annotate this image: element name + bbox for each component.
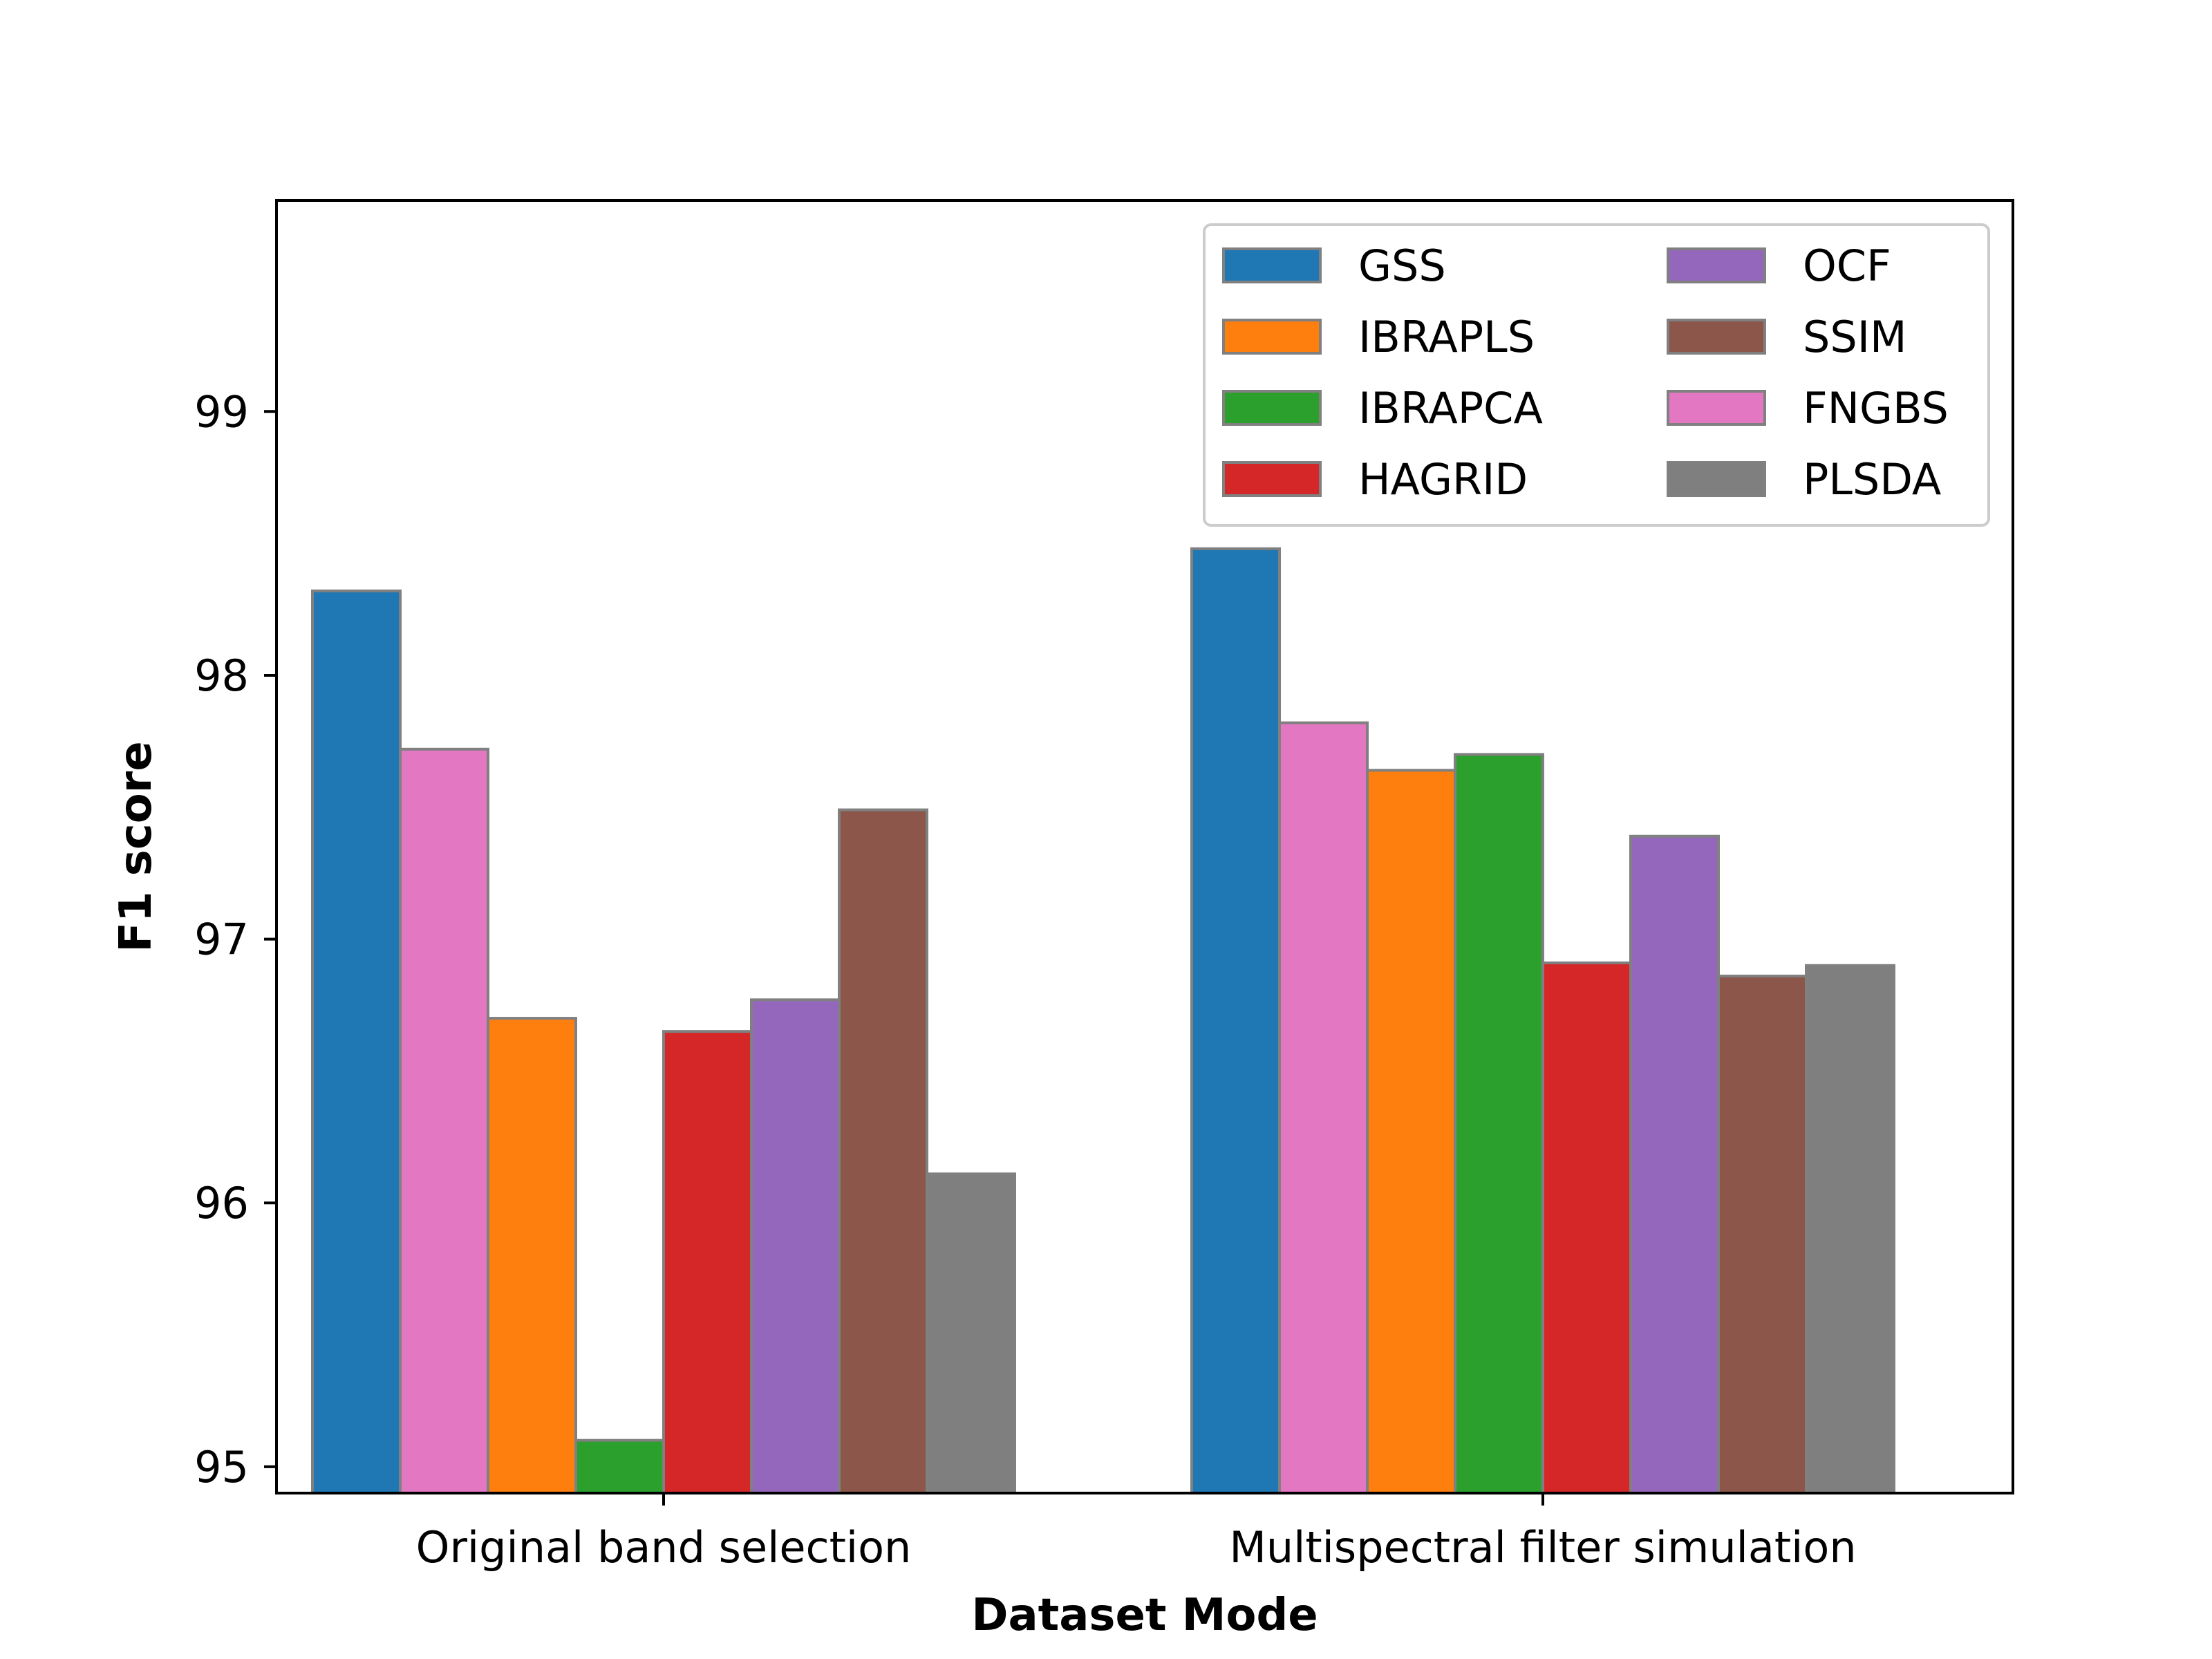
legend-label-plsda: PLSDA: [1803, 454, 1941, 505]
x-tick-label: Original band selection: [416, 1522, 912, 1573]
bar-hagrid-original: [662, 1030, 753, 1494]
legend-swatch-hagrid: [1222, 461, 1322, 497]
legend-swatch-plsda: [1667, 461, 1766, 497]
bar-ssim-multispectral: [1717, 975, 1808, 1494]
bar-gss-original: [311, 589, 402, 1495]
x-tick-label: Multispectral filter simulation: [1229, 1522, 1856, 1573]
legend-label-ssim: SSIM: [1803, 312, 1907, 362]
legend-swatch-fngbs: [1667, 390, 1766, 426]
legend-swatch-ocf: [1667, 247, 1766, 283]
bar-plsda-original: [926, 1172, 1016, 1494]
y-axis-title: F1 score: [111, 741, 162, 953]
bar-ibrapls-multispectral: [1366, 769, 1456, 1494]
y-tick-label: 95: [194, 1442, 249, 1492]
bars-layer: [311, 547, 1895, 1495]
plot-area-frame: [275, 199, 2014, 1494]
y-tick-label: 98: [194, 650, 249, 701]
legend-swatch-ibrapca: [1222, 390, 1322, 426]
legend-label-fngbs: FNGBS: [1803, 383, 1949, 433]
legend: GSS IBRAPLS IBRAPCA HAGRID OCF SSIM FNGBS PLSDA: [1203, 223, 1990, 527]
legend-label-ibrapca: IBRAPCA: [1358, 383, 1543, 433]
bar-ibrapca-original: [574, 1438, 665, 1495]
legend-swatch-ssim: [1667, 319, 1766, 355]
bar-ibrapca-multispectral: [1454, 753, 1544, 1494]
bar-fngbs-multispectral: [1278, 721, 1369, 1494]
legend-label-gss: GSS: [1358, 241, 1446, 291]
x-axis: Original band selection Multispectral fil…: [416, 1493, 1857, 1573]
legend-frame: [1203, 223, 1990, 527]
y-axis: 95 96 97 98 99: [194, 386, 276, 1492]
bar-hagrid-multispectral: [1541, 961, 1632, 1494]
bar-ocf-original: [750, 998, 841, 1494]
legend-label-ocf: OCF: [1803, 241, 1891, 291]
bar-ocf-multispectral: [1629, 834, 1720, 1495]
y-tick-label: 97: [194, 915, 249, 965]
bar-plsda-multispectral: [1805, 964, 1895, 1495]
bar-ibrapls-original: [487, 1017, 577, 1495]
bar-fngbs-original: [399, 747, 489, 1494]
bar-gss-multispectral: [1190, 547, 1281, 1494]
legend-label-hagrid: HAGRID: [1358, 454, 1528, 505]
y-tick-label: 96: [194, 1178, 249, 1228]
x-axis-title: Dataset Mode: [971, 1590, 1318, 1641]
legend-swatch-gss: [1222, 247, 1322, 283]
bar-ssim-original: [838, 808, 928, 1494]
y-tick-label: 99: [194, 386, 249, 437]
legend-label-ibrapls: IBRAPLS: [1358, 312, 1535, 362]
legend-swatch-ibrapls: [1222, 319, 1322, 355]
